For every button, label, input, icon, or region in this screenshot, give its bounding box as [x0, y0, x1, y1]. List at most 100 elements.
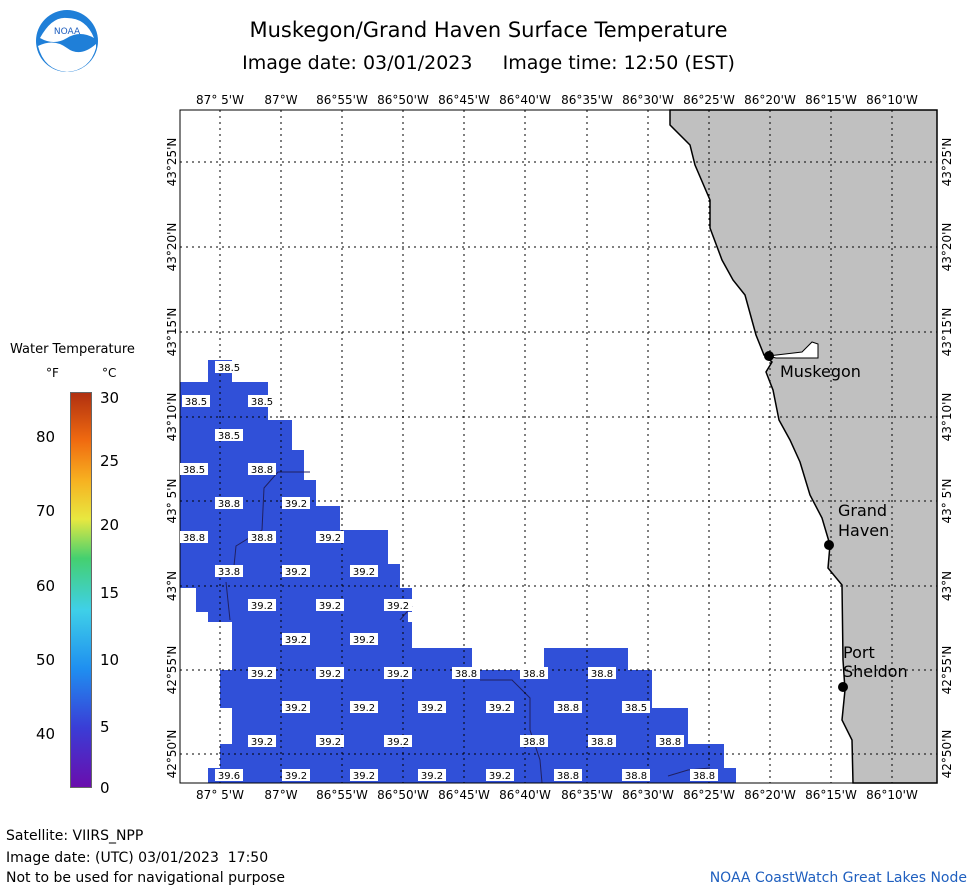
left-lat-label: 42°50'N [165, 730, 179, 779]
right-lat-label: 43°N [940, 571, 954, 601]
temperature-label: 38.8 [656, 735, 684, 748]
bottom-lon-label: 86°25'W [683, 788, 735, 802]
legend-title: Water Temperature [10, 342, 135, 357]
temperature-label-bg [384, 599, 412, 611]
temperature-value: 38.8 [183, 533, 205, 544]
bottom-lon-label: 86°10'W [866, 788, 918, 802]
right-lat-label: 42°50'N [940, 730, 954, 779]
temperature-label-bg [215, 769, 243, 781]
temperature-label: 39.2 [350, 565, 378, 578]
port-sheldon-marker [838, 682, 848, 692]
temperature-label: 38.8 [180, 531, 208, 544]
temperature-value: 39.2 [319, 669, 341, 680]
top-lon-label: 87°W [264, 93, 297, 107]
temperature-label-bg [350, 701, 378, 713]
temperature-value: 38.8 [659, 737, 681, 748]
bottom-lon-label: 86°45'W [438, 788, 490, 802]
temperature-label: 39.2 [350, 633, 378, 646]
celsius-tick: 20 [100, 516, 120, 534]
temperature-label: 39.2 [316, 599, 344, 612]
fahrenheit-tick: 40 [36, 725, 56, 743]
temperature-label: 39.2 [384, 735, 412, 748]
fahrenheit-tick: 80 [36, 428, 56, 446]
temperature-value: 39.2 [353, 703, 375, 714]
temperature-label-bg [282, 565, 310, 577]
temperature-labels: 38.5 38.5 38.5 38.5 38.5 38.8 38.8 39.2 38.8 38.8… [180, 361, 718, 782]
temperature-value: 38.8 [218, 499, 240, 510]
temperature-label-bg [282, 633, 310, 645]
temperature-label-bg [248, 667, 276, 679]
credit-text: NOAA CoastWatch Great Lakes Node [709, 870, 967, 886]
city-grand-haven: Grand Haven [824, 501, 889, 550]
lat-lon-grid [180, 110, 937, 783]
temperature-label-bg [282, 769, 310, 781]
temperature-label: 39.2 [282, 701, 310, 714]
unit-celsius: °C [102, 366, 117, 380]
temperature-label: 38.5 [248, 395, 276, 408]
temperature-label-bg [316, 599, 344, 611]
temperature-label-bg [622, 701, 650, 713]
color-scale-bar [70, 392, 92, 788]
temperature-label: 38.8 [690, 769, 718, 782]
left-lat-label: 43°15'N [165, 308, 179, 357]
temperature-value: 33.8 [218, 567, 240, 578]
disclaimer: Not to be used for navigational purpose [6, 870, 285, 886]
top-lon-label: 86°40'W [499, 93, 551, 107]
celsius-tick: 15 [100, 584, 120, 602]
image-time: Image time: 12:50 (EST) [502, 52, 735, 74]
temperature-value: 39.2 [251, 737, 273, 748]
right-lat-label: 43°25'N [940, 138, 954, 187]
temperature-value: 39.2 [489, 771, 511, 782]
temperature-label: 38.8 [554, 769, 582, 782]
temperature-label-bg [316, 735, 344, 747]
temperature-value: 38.5 [218, 431, 240, 442]
temperature-label: 39.6 [215, 769, 243, 782]
temperature-value: 38.8 [591, 737, 613, 748]
top-lon-label: 86°50'W [377, 93, 429, 107]
temperature-label: 38.8 [520, 667, 548, 680]
temperature-label-bg [182, 395, 210, 407]
top-lon-label: 86°25'W [683, 93, 735, 107]
temperature-label-bg [656, 735, 684, 747]
temperature-label-bg [588, 667, 616, 679]
grand-haven-label-line2: Haven [838, 521, 889, 540]
temperature-label-bg [316, 667, 344, 679]
celsius-tick: 10 [100, 651, 120, 669]
temperature-label-bg [690, 769, 718, 781]
temperature-value: 38.8 [251, 465, 273, 476]
top-lon-label: 87° 5'W [196, 93, 244, 107]
temperature-label: 38.8 [215, 497, 243, 510]
top-lon-label: 86°20'W [744, 93, 796, 107]
temperature-label-bg [486, 701, 514, 713]
temperature-label: 38.5 [182, 395, 210, 408]
temperature-value: 38.8 [557, 703, 579, 714]
temperature-label: 38.5 [180, 463, 208, 476]
temperature-value: 39.2 [421, 703, 443, 714]
temperature-label: 38.5 [622, 701, 650, 714]
temperature-label: 33.8 [215, 565, 243, 578]
temperature-value: 38.5 [185, 397, 207, 408]
temperature-value: 38.5 [625, 703, 647, 714]
temperature-value: 38.8 [251, 533, 273, 544]
celsius-tick: 5 [100, 718, 110, 736]
temperature-label-bg [215, 497, 243, 509]
temperature-label: 39.2 [316, 735, 344, 748]
temperature-label-bg [180, 463, 208, 475]
temperature-value: 38.8 [523, 737, 545, 748]
temperature-label-bg [215, 429, 243, 441]
temperature-label-bg [248, 463, 276, 475]
temperature-label: 39.2 [486, 701, 514, 714]
fahrenheit-tick: 70 [36, 502, 56, 520]
right-lat-label: 43°20'N [940, 223, 954, 272]
temperature-value: 39.2 [285, 771, 307, 782]
temperature-label-bg [520, 735, 548, 747]
temperature-label: 38.8 [588, 667, 616, 680]
muskegon-marker [764, 351, 774, 361]
temperature-value: 39.2 [353, 567, 375, 578]
temperature-value: 39.2 [387, 737, 409, 748]
temperature-label-bg [248, 599, 276, 611]
temperature-label: 38.5 [215, 361, 243, 374]
muskegon-lake [767, 341, 819, 359]
temperature-value: 39.2 [285, 499, 307, 510]
